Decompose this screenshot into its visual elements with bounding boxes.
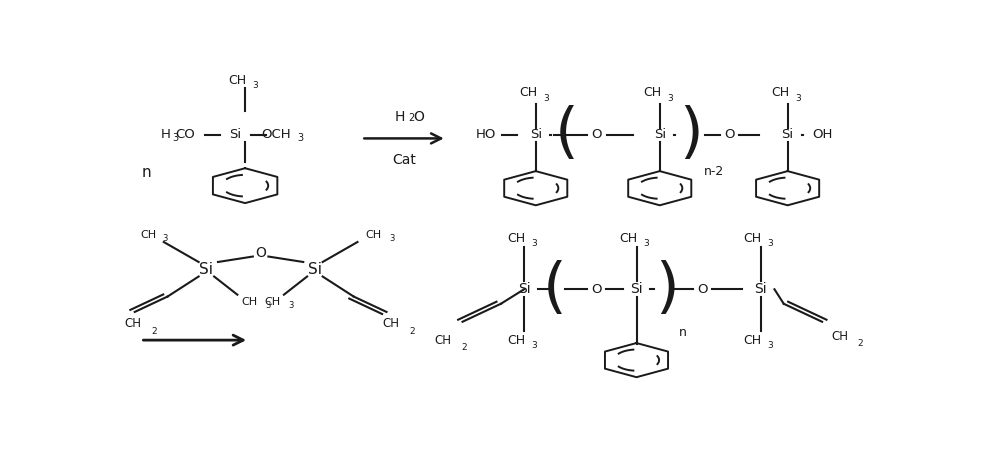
Text: 2: 2 bbox=[151, 327, 156, 336]
Text: Si: Si bbox=[518, 282, 530, 296]
Text: 3: 3 bbox=[288, 301, 294, 310]
Text: 3: 3 bbox=[297, 134, 303, 143]
Text: CH: CH bbox=[620, 232, 638, 245]
Text: 3: 3 bbox=[265, 301, 270, 310]
Text: HO: HO bbox=[476, 128, 496, 141]
Text: (: ( bbox=[555, 105, 579, 164]
Text: 2: 2 bbox=[409, 327, 415, 336]
Text: 2: 2 bbox=[408, 113, 414, 123]
Text: O: O bbox=[591, 283, 601, 296]
Text: 3: 3 bbox=[531, 341, 537, 350]
Text: CH: CH bbox=[140, 230, 156, 240]
Text: 3: 3 bbox=[531, 239, 537, 248]
Text: CH: CH bbox=[831, 330, 848, 343]
Text: 2: 2 bbox=[857, 339, 863, 348]
Text: CH: CH bbox=[744, 334, 762, 346]
Text: 3: 3 bbox=[667, 94, 673, 103]
Text: Cat: Cat bbox=[392, 153, 416, 167]
Text: 3: 3 bbox=[768, 239, 773, 248]
Text: H: H bbox=[160, 128, 170, 141]
Text: ): ) bbox=[656, 260, 679, 319]
Text: O: O bbox=[724, 128, 735, 141]
Text: CH: CH bbox=[241, 297, 257, 307]
Text: 3: 3 bbox=[543, 94, 549, 103]
Text: CO: CO bbox=[176, 128, 195, 141]
Text: CH: CH bbox=[124, 317, 141, 330]
Text: CH: CH bbox=[771, 86, 789, 100]
Text: Si: Si bbox=[530, 128, 542, 141]
Text: Si: Si bbox=[308, 262, 322, 277]
Text: CH: CH bbox=[643, 86, 661, 100]
Text: 3: 3 bbox=[252, 81, 258, 90]
Text: n-2: n-2 bbox=[704, 165, 724, 177]
Text: Si: Si bbox=[229, 128, 241, 141]
Text: CH: CH bbox=[507, 334, 525, 346]
Text: n: n bbox=[142, 166, 152, 180]
Text: Si: Si bbox=[654, 128, 666, 141]
Text: O: O bbox=[697, 283, 708, 296]
Text: CH: CH bbox=[382, 317, 399, 330]
Text: CH: CH bbox=[365, 230, 381, 240]
Text: (: ( bbox=[543, 260, 567, 319]
Text: CH: CH bbox=[228, 74, 246, 87]
Text: O: O bbox=[255, 246, 266, 260]
Text: CH: CH bbox=[519, 86, 537, 100]
Text: OCH: OCH bbox=[261, 128, 291, 141]
Text: Si: Si bbox=[754, 282, 767, 296]
Text: 3: 3 bbox=[172, 134, 178, 143]
Text: CH: CH bbox=[264, 297, 280, 307]
Text: 3: 3 bbox=[795, 94, 801, 103]
Text: 3: 3 bbox=[644, 239, 649, 248]
Text: Si: Si bbox=[199, 262, 213, 277]
Text: O: O bbox=[591, 128, 601, 141]
Text: O: O bbox=[413, 110, 424, 124]
Text: Si: Si bbox=[630, 282, 643, 296]
Text: CH: CH bbox=[434, 334, 451, 346]
Text: Si: Si bbox=[782, 128, 794, 141]
Text: H: H bbox=[395, 110, 405, 124]
Text: n: n bbox=[679, 326, 687, 339]
Text: CH: CH bbox=[744, 232, 762, 245]
Text: OH: OH bbox=[812, 128, 833, 141]
Text: 3: 3 bbox=[389, 234, 394, 243]
Text: 3: 3 bbox=[768, 341, 773, 350]
Text: 2: 2 bbox=[461, 343, 466, 352]
Text: 3: 3 bbox=[163, 234, 168, 243]
Text: CH: CH bbox=[507, 232, 525, 245]
Text: ): ) bbox=[679, 105, 703, 164]
